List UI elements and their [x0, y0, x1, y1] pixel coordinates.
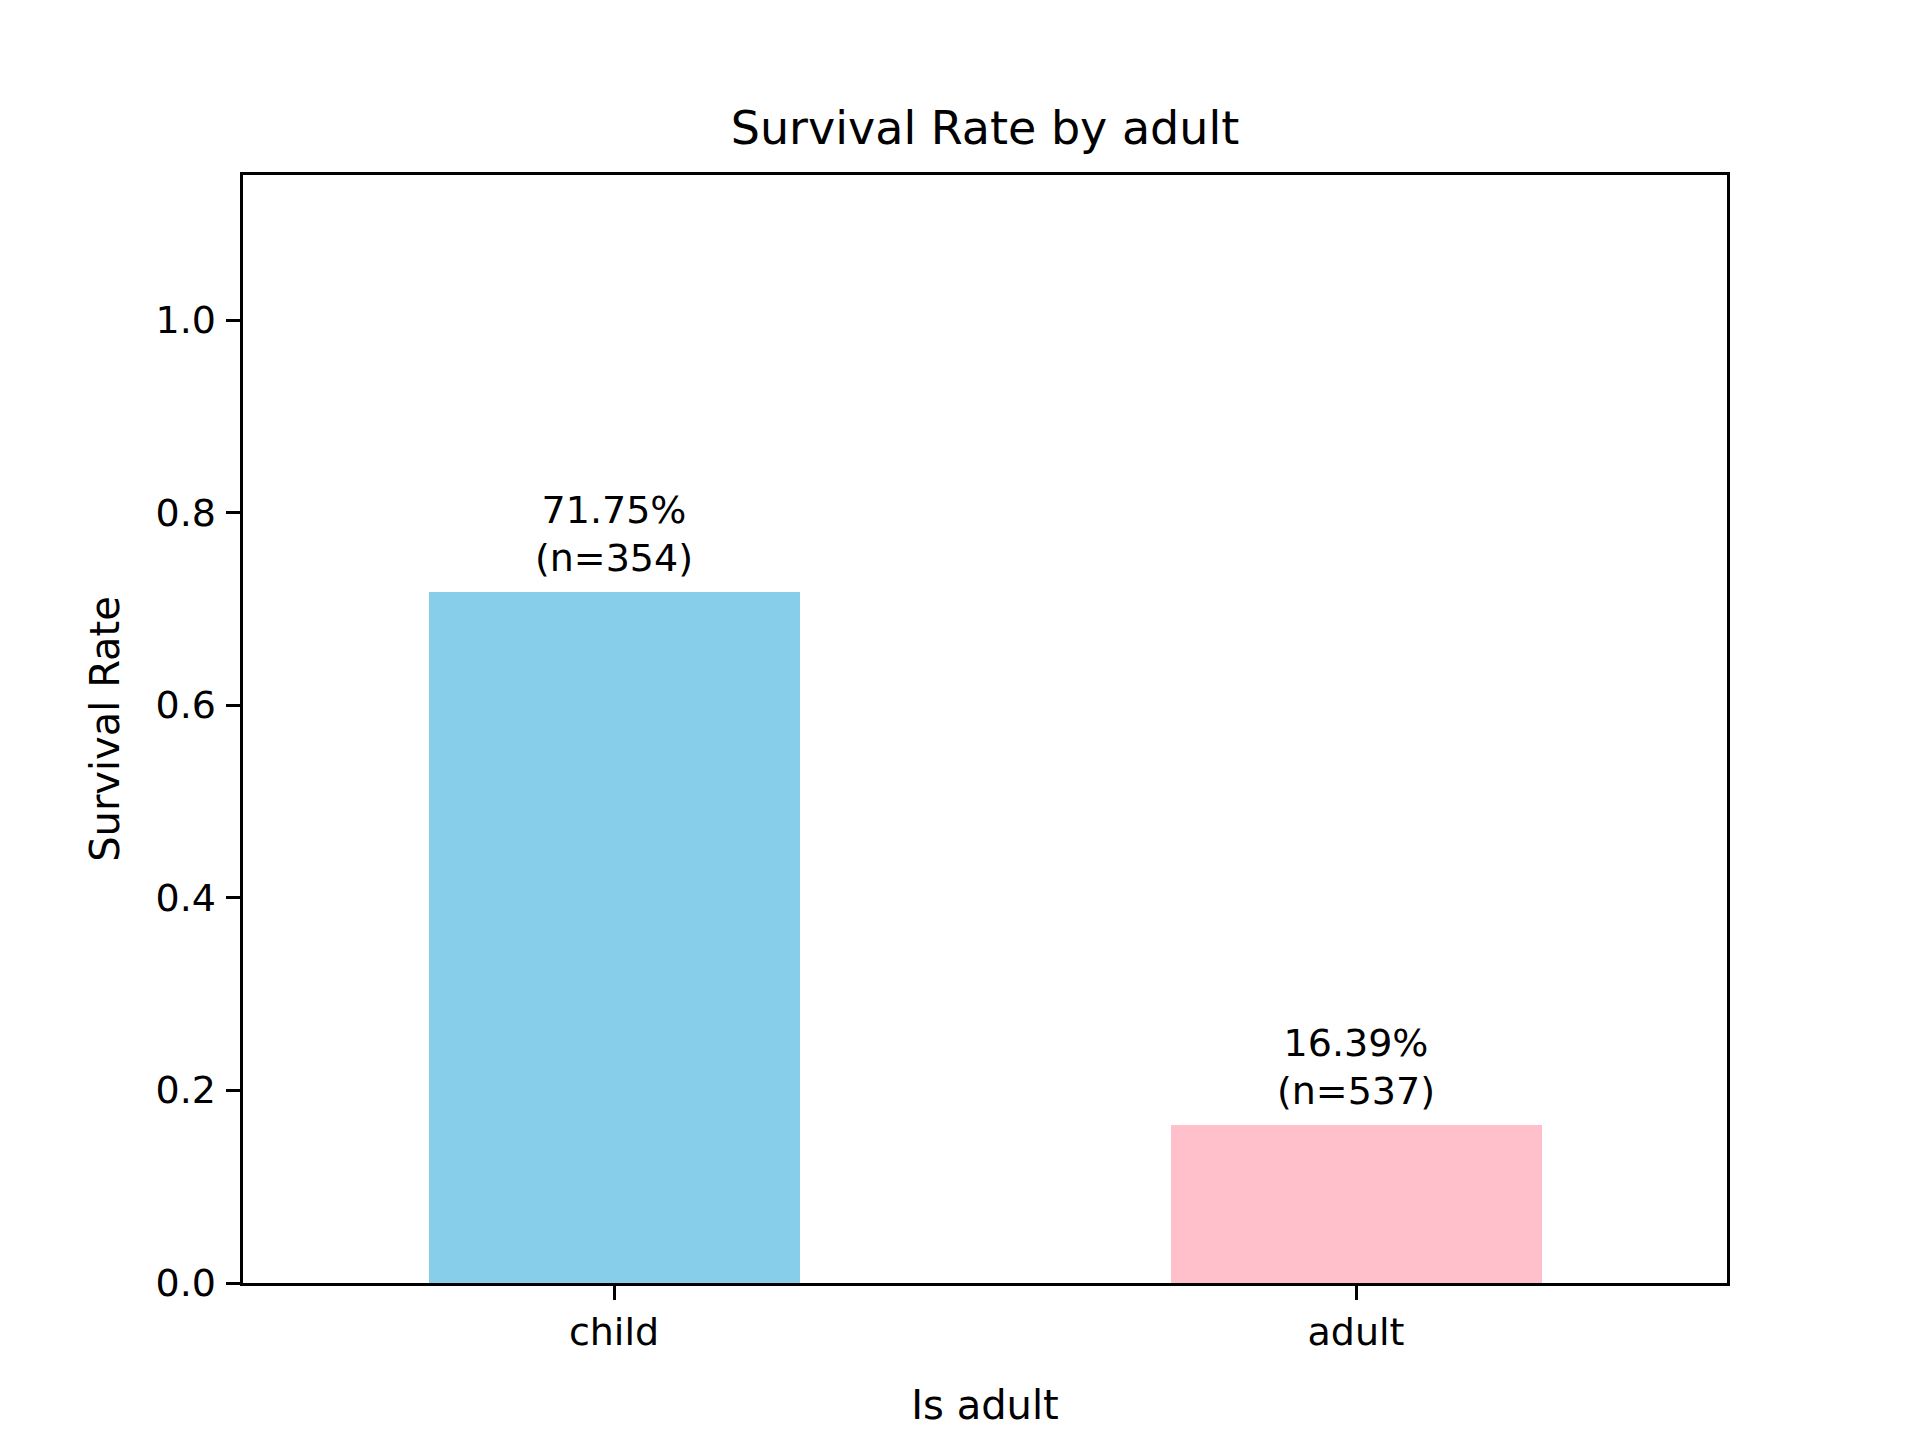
- bar-chart-figure: Survival Rate by adult Is adult Survival…: [0, 0, 1920, 1440]
- bar-value-label-adult: 16.39%(n=537): [1277, 1019, 1435, 1115]
- bar-value-line: (n=354): [535, 534, 693, 582]
- y-tick-mark-0.4: [226, 896, 240, 899]
- bar-value-label-child: 71.75%(n=354): [535, 486, 693, 582]
- y-tick-label-1.0: 1.0: [156, 296, 216, 344]
- bar-value-line: 71.75%: [535, 486, 693, 534]
- y-tick-mark-0.6: [226, 704, 240, 707]
- bar-adult: [1171, 1125, 1542, 1283]
- bar-value-line: 16.39%: [1277, 1019, 1435, 1067]
- chart-title: Survival Rate by adult: [731, 100, 1240, 156]
- y-tick-label-0.4: 0.4: [156, 874, 216, 922]
- y-tick-label-0.8: 0.8: [156, 489, 216, 537]
- x-axis-title: Is adult: [911, 1380, 1058, 1430]
- y-axis-title: Survival Rate: [80, 596, 130, 862]
- x-tick-mark-child: [613, 1286, 616, 1300]
- bar-value-line: (n=537): [1277, 1067, 1435, 1115]
- y-tick-label-0.2: 0.2: [156, 1066, 216, 1114]
- x-tick-mark-adult: [1355, 1286, 1358, 1300]
- y-tick-mark-0.8: [226, 511, 240, 514]
- y-tick-label-0.0: 0.0: [156, 1259, 216, 1307]
- y-tick-label-0.6: 0.6: [156, 681, 216, 729]
- y-tick-mark-0.0: [226, 1282, 240, 1285]
- y-tick-mark-0.2: [226, 1089, 240, 1092]
- x-tick-label-adult: adult: [1308, 1308, 1405, 1356]
- bar-child: [429, 592, 800, 1283]
- x-tick-label-child: child: [569, 1308, 659, 1356]
- y-tick-mark-1.0: [226, 319, 240, 322]
